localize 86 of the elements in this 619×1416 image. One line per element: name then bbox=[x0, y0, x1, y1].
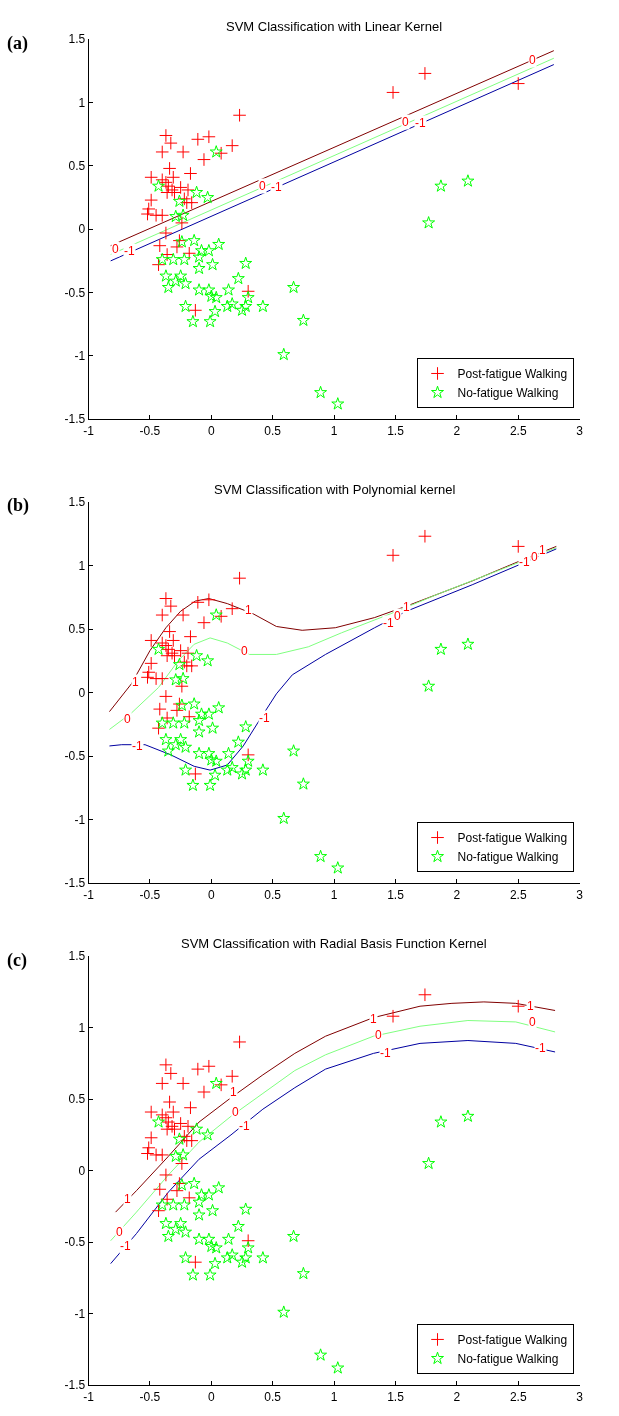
annotation: 1 bbox=[527, 999, 534, 1013]
x-tick-label: 1.5 bbox=[387, 887, 405, 902]
x-tick-label: -0.5 bbox=[139, 423, 161, 438]
y-tick-label: 1 bbox=[78, 558, 86, 573]
x-tick-label: 2.5 bbox=[509, 887, 527, 902]
y-tick-label: -1.5 bbox=[64, 1378, 86, 1393]
chart-title: SVM Classification with Radial Basis Function Kernel bbox=[181, 936, 487, 951]
annotation: -1 bbox=[132, 739, 143, 753]
x-tick-label: 0 bbox=[207, 887, 215, 902]
y-tick-label: 1.5 bbox=[68, 495, 86, 510]
text: (b) bbox=[7, 495, 29, 516]
chart-title: SVM Classification with Linear Kernel bbox=[226, 19, 443, 34]
x-tick-label: 0 bbox=[207, 423, 215, 438]
y-tick-label: 1 bbox=[78, 95, 86, 110]
x-tick-label: 1 bbox=[330, 1389, 338, 1404]
y-tick-label: 0 bbox=[78, 685, 86, 700]
y-tick-label: -1 bbox=[74, 1306, 86, 1321]
annotation: 0 bbox=[259, 179, 266, 193]
annotation: -1 bbox=[415, 116, 426, 130]
annotation: 0 bbox=[124, 712, 131, 726]
y-tick-label: -1 bbox=[74, 349, 86, 364]
legend-label: No-fatigue Walking bbox=[457, 1352, 559, 1367]
x-tick-label: -0.5 bbox=[139, 887, 161, 902]
legend-label: Post-fatigue Walking bbox=[457, 1333, 568, 1348]
annotation: 0 bbox=[394, 609, 401, 623]
legend-label: No-fatigue Walking bbox=[457, 850, 559, 865]
annotation: 0 bbox=[529, 1015, 536, 1029]
x-tick-label: 0 bbox=[207, 1389, 215, 1404]
y-tick-label: -1.5 bbox=[64, 412, 86, 427]
annotation: 1 bbox=[539, 543, 546, 557]
y-tick-label: -0.5 bbox=[64, 749, 86, 764]
y-tick-label: 1.5 bbox=[68, 949, 86, 964]
x-tick-label: 2 bbox=[453, 423, 461, 438]
y-tick-label: 1.5 bbox=[68, 32, 86, 47]
text: (a) bbox=[7, 33, 28, 54]
annotation: -1 bbox=[383, 616, 394, 630]
legend-label: No-fatigue Walking bbox=[457, 386, 559, 401]
annotation: 0 bbox=[531, 550, 538, 564]
x-tick-label: 1 bbox=[330, 887, 338, 902]
y-tick-label: 0.5 bbox=[68, 622, 86, 637]
y-tick-label: -0.5 bbox=[64, 1235, 86, 1250]
chart-title: SVM Classification with Polynomial kernel bbox=[214, 482, 456, 497]
annotation: 1 bbox=[124, 1192, 131, 1206]
annotation: -1 bbox=[239, 1119, 250, 1133]
x-tick-label: 1.5 bbox=[387, 423, 405, 438]
legend-label: Post-fatigue Walking bbox=[457, 367, 568, 382]
y-tick-label: -1 bbox=[74, 812, 86, 827]
x-tick-label: 0.5 bbox=[264, 1389, 282, 1404]
y-tick-label: -1.5 bbox=[64, 876, 86, 891]
y-tick-label: 0 bbox=[78, 222, 86, 237]
x-tick-label: 3 bbox=[576, 887, 584, 902]
x-tick-label: 2 bbox=[453, 1389, 461, 1404]
legend-label: Post-fatigue Walking bbox=[457, 831, 568, 846]
y-tick-label: 1 bbox=[78, 1020, 86, 1035]
annotation: -1 bbox=[535, 1041, 546, 1055]
x-tick-label: 1.5 bbox=[387, 1389, 405, 1404]
annotation: 1 bbox=[230, 1085, 237, 1099]
x-tick-label: 0.5 bbox=[264, 887, 282, 902]
annotation: -1 bbox=[120, 1239, 131, 1253]
text: (c) bbox=[7, 950, 27, 971]
y-tick-label: -0.5 bbox=[64, 285, 86, 300]
x-tick-label: 3 bbox=[576, 1389, 584, 1404]
x-tick-label: 3 bbox=[576, 423, 584, 438]
annotation: 0 bbox=[375, 1028, 382, 1042]
annotation: 0 bbox=[112, 242, 119, 256]
y-tick-label: 0.5 bbox=[68, 159, 86, 174]
annotation: -1 bbox=[380, 1046, 391, 1060]
x-tick-label: -0.5 bbox=[139, 1389, 161, 1404]
x-tick-label: 2.5 bbox=[509, 1389, 527, 1404]
annotation: 1 bbox=[132, 675, 139, 689]
annotation: -1 bbox=[259, 711, 270, 725]
x-tick-label: 0.5 bbox=[264, 423, 282, 438]
annotation: 0 bbox=[116, 1225, 123, 1239]
annotation: 0 bbox=[232, 1105, 239, 1119]
x-tick-label: 2.5 bbox=[509, 423, 527, 438]
y-tick-label: 0.5 bbox=[68, 1092, 86, 1107]
annotation: -1 bbox=[519, 555, 530, 569]
y-tick-label: 0 bbox=[78, 1163, 86, 1178]
x-tick-label: 1 bbox=[330, 423, 338, 438]
annotation: 0 bbox=[529, 53, 536, 67]
annotation: 0 bbox=[241, 644, 248, 658]
annotation: 1 bbox=[245, 603, 252, 617]
x-tick-label: 2 bbox=[453, 887, 461, 902]
annotation: 0 bbox=[402, 115, 409, 129]
annotation: -1 bbox=[124, 244, 135, 258]
annotation: -1 bbox=[271, 180, 282, 194]
